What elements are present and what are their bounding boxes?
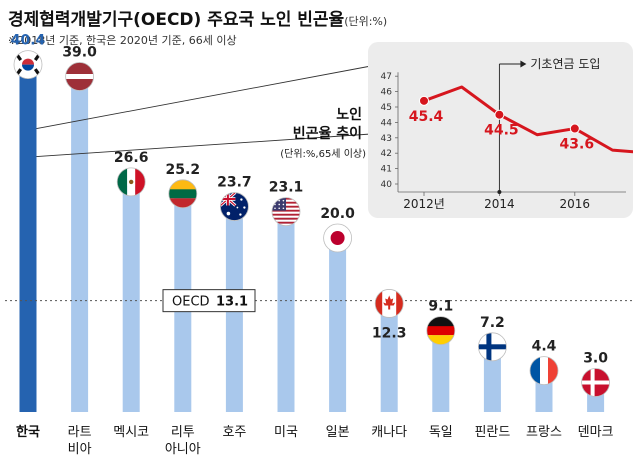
- bar: [329, 242, 347, 412]
- inset-y-tick-label: 43: [381, 134, 392, 144]
- inset-x-tick-label: 2014: [484, 197, 515, 211]
- inset-title: 노인 빈곤율 추이: [292, 107, 362, 142]
- chart-title: 경제협력개발기구(OECD) 주요국 노인 빈곤율(단위:%): [8, 5, 387, 30]
- value-label: 9.1: [428, 299, 453, 315]
- category-label: 독일: [429, 425, 453, 440]
- category-label: 핀란드: [474, 425, 510, 440]
- annotation-marker: [497, 190, 502, 194]
- flag-latvia-icon: [65, 62, 94, 91]
- oecd-label-box: [162, 289, 256, 313]
- inset-y-tick-label: 47: [381, 72, 392, 82]
- flag-germany-icon: [426, 316, 456, 346]
- bar: [483, 350, 501, 412]
- data-label: 44.5: [484, 123, 519, 139]
- inset-y-tick-label: 44: [381, 118, 393, 128]
- inset-y-tick-label: 46: [381, 88, 393, 98]
- flag-lithuania-icon: [168, 179, 198, 209]
- category-label: 멕시코: [113, 425, 149, 440]
- flag-korea-icon: [13, 50, 43, 79]
- inset-x-tick-label: 2012년: [403, 197, 445, 211]
- category-label: 프랑스: [526, 425, 562, 440]
- oecd-reference-label: OECD: [172, 295, 210, 310]
- inset-y-tick-label: 41: [381, 165, 392, 175]
- callout-line-upper: [36, 65, 372, 130]
- category-label: 리투 아니아: [165, 425, 201, 457]
- arrow-head-icon: [520, 60, 527, 68]
- data-point: [569, 123, 580, 134]
- title-text: 경제협력개발기구(OECD) 주요국 노인 빈곤율: [8, 10, 345, 30]
- flag-france-icon: [529, 356, 559, 386]
- trend-line: [423, 85, 633, 154]
- value-label: 3.0: [583, 351, 608, 367]
- inset-y-tick-label: 42: [381, 149, 392, 159]
- value-label: 25.2: [166, 162, 201, 178]
- chart-note: ※2018년 기준, 한국은 2020년 기준, 66세 이상: [8, 34, 237, 47]
- category-label: 미국: [274, 425, 298, 440]
- value-label: 23.7: [217, 175, 252, 191]
- flag-finland-icon: [477, 332, 507, 362]
- data-point: [419, 95, 429, 106]
- trend-line-chart: 40414243444546472012년201420162019기초연금 도입…: [381, 57, 633, 211]
- trend-inset-panel: [368, 42, 633, 218]
- inset-subtitle: (단위:%,65세 이상): [280, 149, 366, 160]
- value-label: 39.0: [62, 45, 97, 61]
- inset-y-tick-label: 45: [381, 103, 392, 113]
- flag-denmark-icon: [581, 368, 610, 397]
- flag-canada-icon: [374, 289, 404, 318]
- category-label: 한국: [16, 424, 40, 440]
- bar: [432, 334, 450, 412]
- category-label: 호주: [222, 425, 246, 440]
- value-label: 12.3: [372, 325, 407, 341]
- inset-y-tick-label: 40: [381, 180, 393, 190]
- value-label: 4.4: [532, 339, 557, 355]
- value-label: 20.0: [320, 206, 355, 222]
- oecd-reference-value: 13.1: [216, 295, 248, 310]
- data-label: 45.4: [409, 109, 444, 125]
- category-label: 라트 비아: [68, 425, 92, 457]
- data-label: 43.6: [560, 137, 595, 153]
- value-label: 23.1: [269, 180, 304, 196]
- bar: [71, 80, 89, 412]
- inset-x-tick-label: 2016: [560, 197, 591, 211]
- value-label: 40.4: [11, 33, 46, 49]
- category-label: 덴마크: [578, 425, 614, 440]
- category-label: 일본: [326, 425, 350, 440]
- bar: [380, 307, 398, 412]
- category-label: 캐나다: [371, 425, 407, 440]
- flag-usa-icon: [271, 197, 301, 227]
- bar: [19, 68, 37, 412]
- bar: [122, 185, 140, 412]
- flag-australia-icon: [219, 192, 249, 221]
- callout-line-lower: [36, 133, 372, 158]
- value-label: 7.2: [480, 315, 505, 331]
- annotation-label: 기초연금 도입: [530, 57, 600, 71]
- bar: [277, 215, 295, 412]
- value-label: 26.6: [114, 150, 149, 166]
- data-point: [494, 109, 505, 120]
- flag-mexico-icon: [116, 167, 146, 197]
- title-unit: (단위:%): [344, 15, 388, 28]
- flag-japan-icon: [323, 223, 353, 253]
